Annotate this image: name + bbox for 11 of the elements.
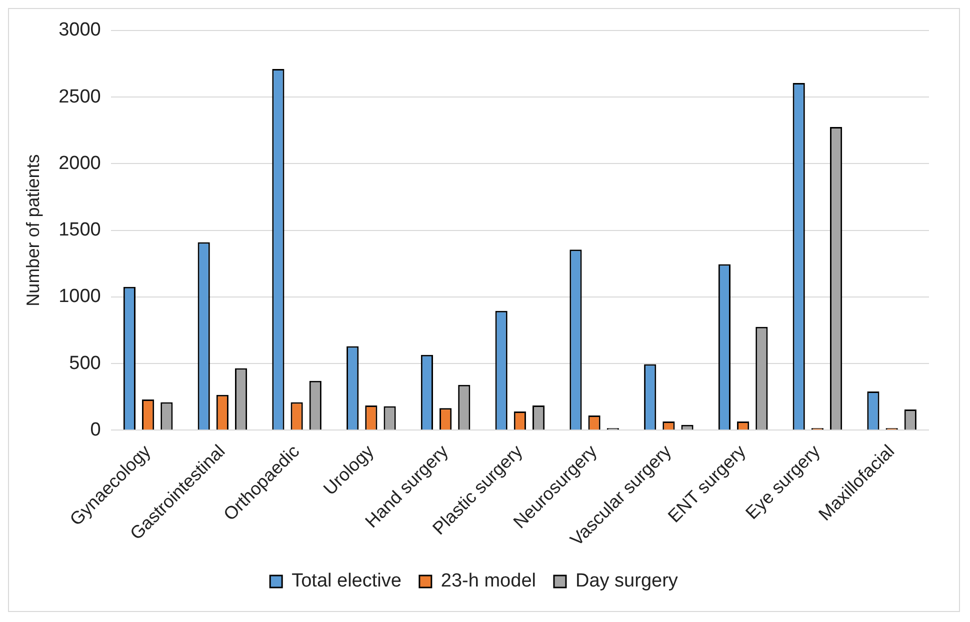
y-axis-title: Number of patients <box>22 154 43 306</box>
legend-label: 23-h model <box>440 570 536 592</box>
legend-label: Day surgery <box>575 570 678 592</box>
y-tick-label: 2000 <box>58 152 101 174</box>
y-tick-label: 500 <box>69 352 101 374</box>
y-tick-label: 1500 <box>58 220 101 241</box>
legend-label: Total elective <box>292 570 402 592</box>
y-tick-label: 3000 <box>58 20 101 41</box>
y-tick-label: 1000 <box>58 286 101 308</box>
y-tick-label: 0 <box>90 419 101 440</box>
y-tick-label: 2500 <box>58 86 101 108</box>
